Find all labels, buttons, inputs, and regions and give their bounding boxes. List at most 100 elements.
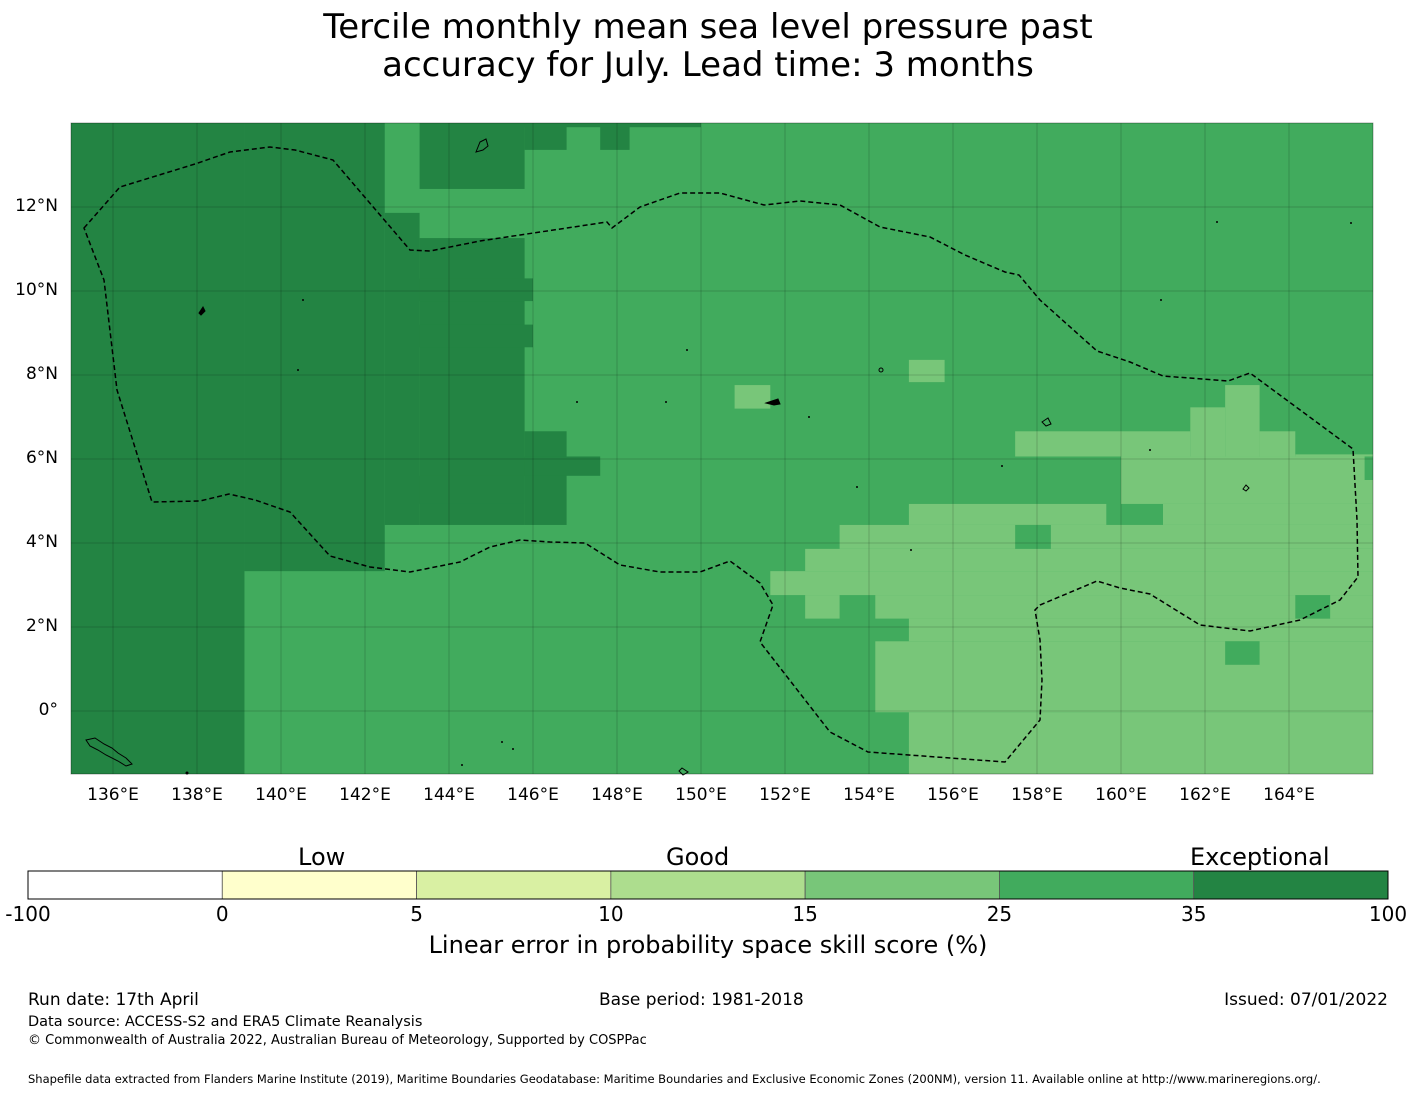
score-region bbox=[1015, 431, 1191, 457]
longitude-tick-label: 148°E bbox=[591, 785, 643, 805]
colorbar-tick-label: 0 bbox=[215, 902, 229, 926]
colorbar-frame bbox=[27, 870, 1389, 900]
island-chuuk bbox=[764, 398, 781, 406]
longitude-tick-label: 150°E bbox=[675, 785, 727, 805]
atoll bbox=[512, 748, 514, 750]
colorbar bbox=[27, 870, 1389, 900]
atoll bbox=[665, 401, 667, 403]
latitude-tick-label: 0° bbox=[38, 700, 58, 720]
atoll bbox=[185, 771, 189, 775]
colorbar-tick-label: 25 bbox=[986, 902, 1013, 926]
score-region bbox=[734, 385, 771, 409]
eez-boundary bbox=[83, 146, 1359, 763]
score-region bbox=[384, 212, 420, 525]
island-coastlines bbox=[85, 138, 1352, 776]
score-region bbox=[1259, 431, 1296, 457]
atoll bbox=[576, 401, 578, 403]
score-region bbox=[908, 503, 1107, 525]
colorbar-bin bbox=[1193, 870, 1389, 900]
score-region bbox=[1190, 407, 1226, 457]
colorbar-bin bbox=[804, 870, 1000, 900]
longitude-tick-label: 146°E bbox=[507, 785, 559, 805]
colorbar-bin bbox=[416, 870, 612, 900]
colorbar-bin bbox=[999, 870, 1195, 900]
score-region bbox=[908, 359, 945, 383]
latitude-tick-label: 2°N bbox=[25, 616, 58, 636]
score-region bbox=[524, 123, 567, 150]
score-region bbox=[1364, 456, 1373, 480]
score-region bbox=[875, 641, 1373, 713]
latitude-tick-label: 4°N bbox=[25, 532, 58, 552]
longitude-tick-label: 136°E bbox=[87, 785, 139, 805]
score-region bbox=[805, 595, 840, 619]
score-region bbox=[524, 431, 567, 525]
score-region bbox=[1225, 641, 1260, 665]
colorbar-tick-label: 10 bbox=[598, 902, 624, 926]
longitude-tick-label: 152°E bbox=[759, 785, 811, 805]
score-region bbox=[71, 123, 245, 774]
map-title-line-1: Tercile monthly mean sea level pressure … bbox=[323, 7, 1093, 47]
score-region bbox=[419, 324, 533, 348]
atoll bbox=[302, 299, 304, 301]
score-region bbox=[600, 123, 630, 150]
latitude-tick-label: 6°N bbox=[25, 448, 58, 468]
copyright: © Commonwealth of Australia 2022, Austra… bbox=[28, 1033, 647, 1048]
atoll bbox=[1160, 299, 1162, 301]
score-region bbox=[1121, 456, 1373, 504]
island-manus bbox=[678, 767, 689, 776]
score-region bbox=[419, 475, 525, 504]
score-region bbox=[419, 278, 533, 302]
score-region bbox=[524, 456, 601, 476]
colorbar-tick-label: 100 bbox=[1368, 902, 1408, 926]
colorbar-label: Linear error in probability space skill … bbox=[428, 931, 988, 959]
colorbar-tick-label: -100 bbox=[5, 902, 51, 926]
skill-score-grid bbox=[71, 123, 1373, 774]
atoll bbox=[856, 486, 858, 488]
score-region bbox=[908, 618, 1373, 642]
score-region bbox=[244, 123, 385, 572]
longitude-tick-label: 156°E bbox=[927, 785, 979, 805]
island-guam bbox=[475, 138, 489, 153]
category-good-label: Good bbox=[666, 843, 730, 871]
score-region bbox=[1015, 524, 1051, 549]
data-source: Data source: ACCESS-S2 and ERA5 Climate … bbox=[28, 1014, 423, 1030]
category-low-label: Low bbox=[298, 843, 346, 871]
score-region bbox=[875, 595, 1373, 619]
atoll bbox=[461, 764, 463, 766]
issued-date: Issued: 07/01/2022 bbox=[1224, 990, 1388, 1010]
score-region bbox=[524, 123, 701, 128]
atoll bbox=[1216, 221, 1218, 223]
longitude-tick-label: 144°E bbox=[423, 785, 475, 805]
colorbar-tick-label: 5 bbox=[410, 902, 423, 926]
colorbar-tick-label: 35 bbox=[1180, 902, 1207, 926]
score-region bbox=[908, 712, 1373, 774]
score-region bbox=[1225, 385, 1260, 457]
island-pohnpei bbox=[1041, 417, 1052, 427]
map-gridlines bbox=[71, 123, 1373, 774]
colorbar-bin bbox=[610, 870, 806, 900]
longitude-tick-label: 154°E bbox=[843, 785, 895, 805]
score-region bbox=[1295, 454, 1373, 457]
atoll bbox=[297, 369, 299, 371]
longitude-tick-label: 162°E bbox=[1179, 785, 1231, 805]
longitude-tick-label: 140°E bbox=[255, 785, 307, 805]
score-region bbox=[1163, 503, 1373, 525]
colorbar-tick-label: 15 bbox=[792, 902, 818, 926]
atoll bbox=[1001, 465, 1003, 467]
atoll bbox=[1350, 222, 1352, 224]
island-kosrae bbox=[1242, 484, 1250, 492]
island-yap bbox=[198, 306, 206, 316]
atoll bbox=[1149, 449, 1151, 451]
score-region bbox=[1295, 595, 1331, 619]
atoll bbox=[910, 549, 912, 551]
longitude-tick-label: 158°E bbox=[1011, 785, 1063, 805]
atoll bbox=[808, 416, 810, 418]
shapefile-credit: Shapefile data extracted from Flanders M… bbox=[28, 1072, 1321, 1086]
longitude-tick-label: 164°E bbox=[1263, 785, 1315, 805]
score-region bbox=[419, 123, 525, 189]
score-region bbox=[805, 548, 1373, 572]
run-date: Run date: 17th April bbox=[28, 990, 199, 1010]
longitude-tick-label: 160°E bbox=[1095, 785, 1147, 805]
longitude-tick-label: 138°E bbox=[171, 785, 223, 805]
